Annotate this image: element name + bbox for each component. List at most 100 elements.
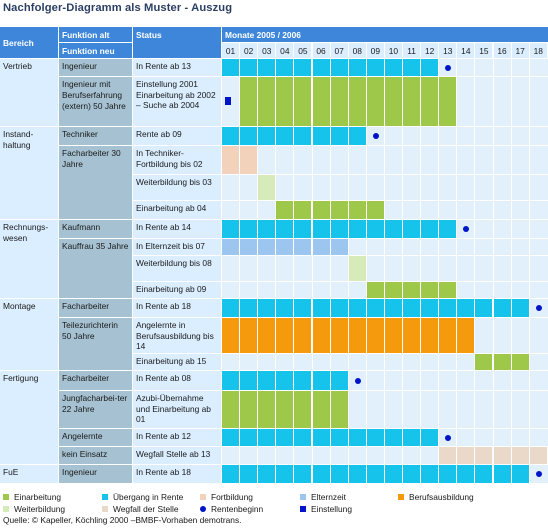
timeline-bar-einarbeitung bbox=[258, 391, 277, 428]
timeline-bar-einarbeitung bbox=[240, 77, 259, 126]
month-gridline bbox=[492, 146, 494, 174]
timeline-bar-uebergang-rente bbox=[330, 59, 349, 76]
funktion-cell: Jungfacharbei-ter 22 Jahre bbox=[59, 391, 132, 428]
timeline-bar-einarbeitung bbox=[276, 201, 295, 219]
month-label: 18 bbox=[529, 43, 547, 58]
legend-item: Einstellung bbox=[300, 504, 352, 514]
timeline-bar-uebergang-rente bbox=[330, 371, 349, 390]
legend-swatch-icon bbox=[102, 494, 108, 500]
month-gridline bbox=[492, 239, 494, 255]
timeline-bar-uebergang-rente bbox=[493, 465, 512, 483]
legend-item: Rentenbeginn bbox=[200, 504, 263, 514]
timeline-bar-uebergang-rente bbox=[312, 220, 331, 238]
month-gridline bbox=[347, 282, 349, 298]
month-gridline bbox=[492, 429, 494, 446]
month-label: 14 bbox=[457, 43, 475, 58]
month-gridline bbox=[456, 391, 458, 428]
month-gridline bbox=[528, 127, 530, 145]
month-gridline bbox=[528, 175, 530, 200]
funktion-cell: Ingenieur bbox=[59, 59, 132, 76]
month-gridline bbox=[420, 127, 422, 145]
timeline-bar-uebergang-rente bbox=[312, 299, 331, 317]
timeline-row bbox=[222, 256, 548, 281]
timeline-bar-uebergang-rente bbox=[222, 220, 241, 238]
status-cell: Angelernte in Berufsausbildung bis 14 bbox=[133, 318, 221, 353]
month-gridline bbox=[528, 282, 530, 298]
timeline-bar-uebergang-rente bbox=[258, 220, 277, 238]
timeline-bar-uebergang-rente bbox=[312, 429, 331, 446]
timeline-bar-elternzeit bbox=[312, 239, 331, 255]
header-status: Status bbox=[133, 27, 221, 58]
month-gridline bbox=[365, 146, 367, 174]
month-gridline bbox=[383, 127, 385, 145]
timeline-bar-wegfall bbox=[511, 447, 530, 464]
month-gridline bbox=[311, 146, 313, 174]
timeline-bar-uebergang-rente bbox=[276, 220, 295, 238]
legend-swatch-icon bbox=[300, 494, 306, 500]
month-gridline bbox=[347, 175, 349, 200]
timeline-bar-elternzeit bbox=[294, 239, 313, 255]
timeline-bar-elternzeit bbox=[276, 239, 295, 255]
month-gridline bbox=[239, 77, 241, 126]
status-cell: In Techniker-Fortbildung bis 02 bbox=[133, 146, 221, 174]
month-gridline bbox=[402, 391, 403, 428]
legend-label: Einarbeitung bbox=[14, 492, 62, 502]
month-label: 12 bbox=[421, 43, 439, 58]
timeline-bar-uebergang-rente bbox=[258, 465, 277, 483]
month-gridline bbox=[239, 354, 241, 370]
status-cell: In Rente ab 18 bbox=[133, 465, 221, 483]
timeline-bar-uebergang-rente bbox=[258, 371, 277, 390]
month-gridline bbox=[293, 282, 295, 298]
legend-label: Rentenbeginn bbox=[211, 504, 264, 514]
timeline-bar-berufsausbildung bbox=[240, 318, 259, 353]
funktion-cell: Ingenieur bbox=[59, 465, 132, 483]
timeline-bar-einarbeitung bbox=[366, 77, 385, 126]
month-gridline bbox=[420, 146, 422, 174]
timeline-bar-uebergang-rente bbox=[421, 465, 440, 483]
page-title: Nachfolger-Diagramm als Muster - Auszug bbox=[3, 2, 233, 14]
month-label: 17 bbox=[511, 43, 529, 58]
month-gridline bbox=[311, 175, 313, 200]
timeline-bar-einarbeitung bbox=[222, 391, 241, 428]
month-gridline bbox=[239, 201, 241, 219]
status-cell: Wegfall Stelle ab 13 bbox=[133, 447, 221, 464]
legend-dot-icon bbox=[200, 506, 206, 512]
legend-item: Übergang in Rente bbox=[102, 492, 183, 502]
timeline-bar-einarbeitung bbox=[366, 282, 385, 298]
month-gridline bbox=[456, 239, 458, 255]
timeline-bar-uebergang-rente bbox=[240, 371, 259, 390]
timeline-bar-uebergang-rente bbox=[240, 220, 259, 238]
timeline-bar-wegfall bbox=[493, 447, 512, 464]
timeline-bar-uebergang-rente bbox=[258, 59, 277, 76]
legend-swatch-icon bbox=[3, 506, 9, 512]
month-label: 06 bbox=[312, 43, 330, 58]
month-gridline bbox=[293, 256, 295, 281]
month-gridline bbox=[456, 201, 458, 219]
month-gridline bbox=[239, 447, 241, 464]
month-gridline bbox=[492, 391, 494, 428]
month-gridline bbox=[257, 282, 259, 298]
month-gridline bbox=[329, 282, 331, 298]
status-cell: Einarbeitung ab 15 bbox=[133, 354, 221, 370]
month-gridline bbox=[528, 371, 530, 390]
legend-label: Fortbildung bbox=[211, 492, 253, 502]
timeline-bar-uebergang-rente bbox=[312, 59, 331, 76]
timeline-bar-wegfall bbox=[529, 447, 548, 464]
legend-item: Weiterbildung bbox=[3, 504, 65, 514]
timeline-bar-uebergang-rente bbox=[421, 429, 440, 446]
month-gridline bbox=[383, 447, 385, 464]
timeline-bar-elternzeit bbox=[258, 239, 277, 255]
month-gridline bbox=[474, 59, 476, 76]
status-cell: Weiterbildung bis 08 bbox=[133, 256, 221, 281]
timeline-bar-uebergang-rente bbox=[330, 465, 349, 483]
month-gridline bbox=[510, 256, 512, 281]
month-gridline bbox=[257, 256, 259, 281]
month-gridline bbox=[402, 371, 403, 390]
timeline-bar-weiterbildung bbox=[258, 175, 277, 200]
month-gridline bbox=[492, 318, 494, 353]
month-label: 11 bbox=[403, 43, 421, 58]
timeline-bar-einarbeitung bbox=[330, 391, 349, 428]
status-cell: In Rente ab 12 bbox=[133, 429, 221, 446]
timeline-bar-einarbeitung bbox=[348, 201, 367, 219]
